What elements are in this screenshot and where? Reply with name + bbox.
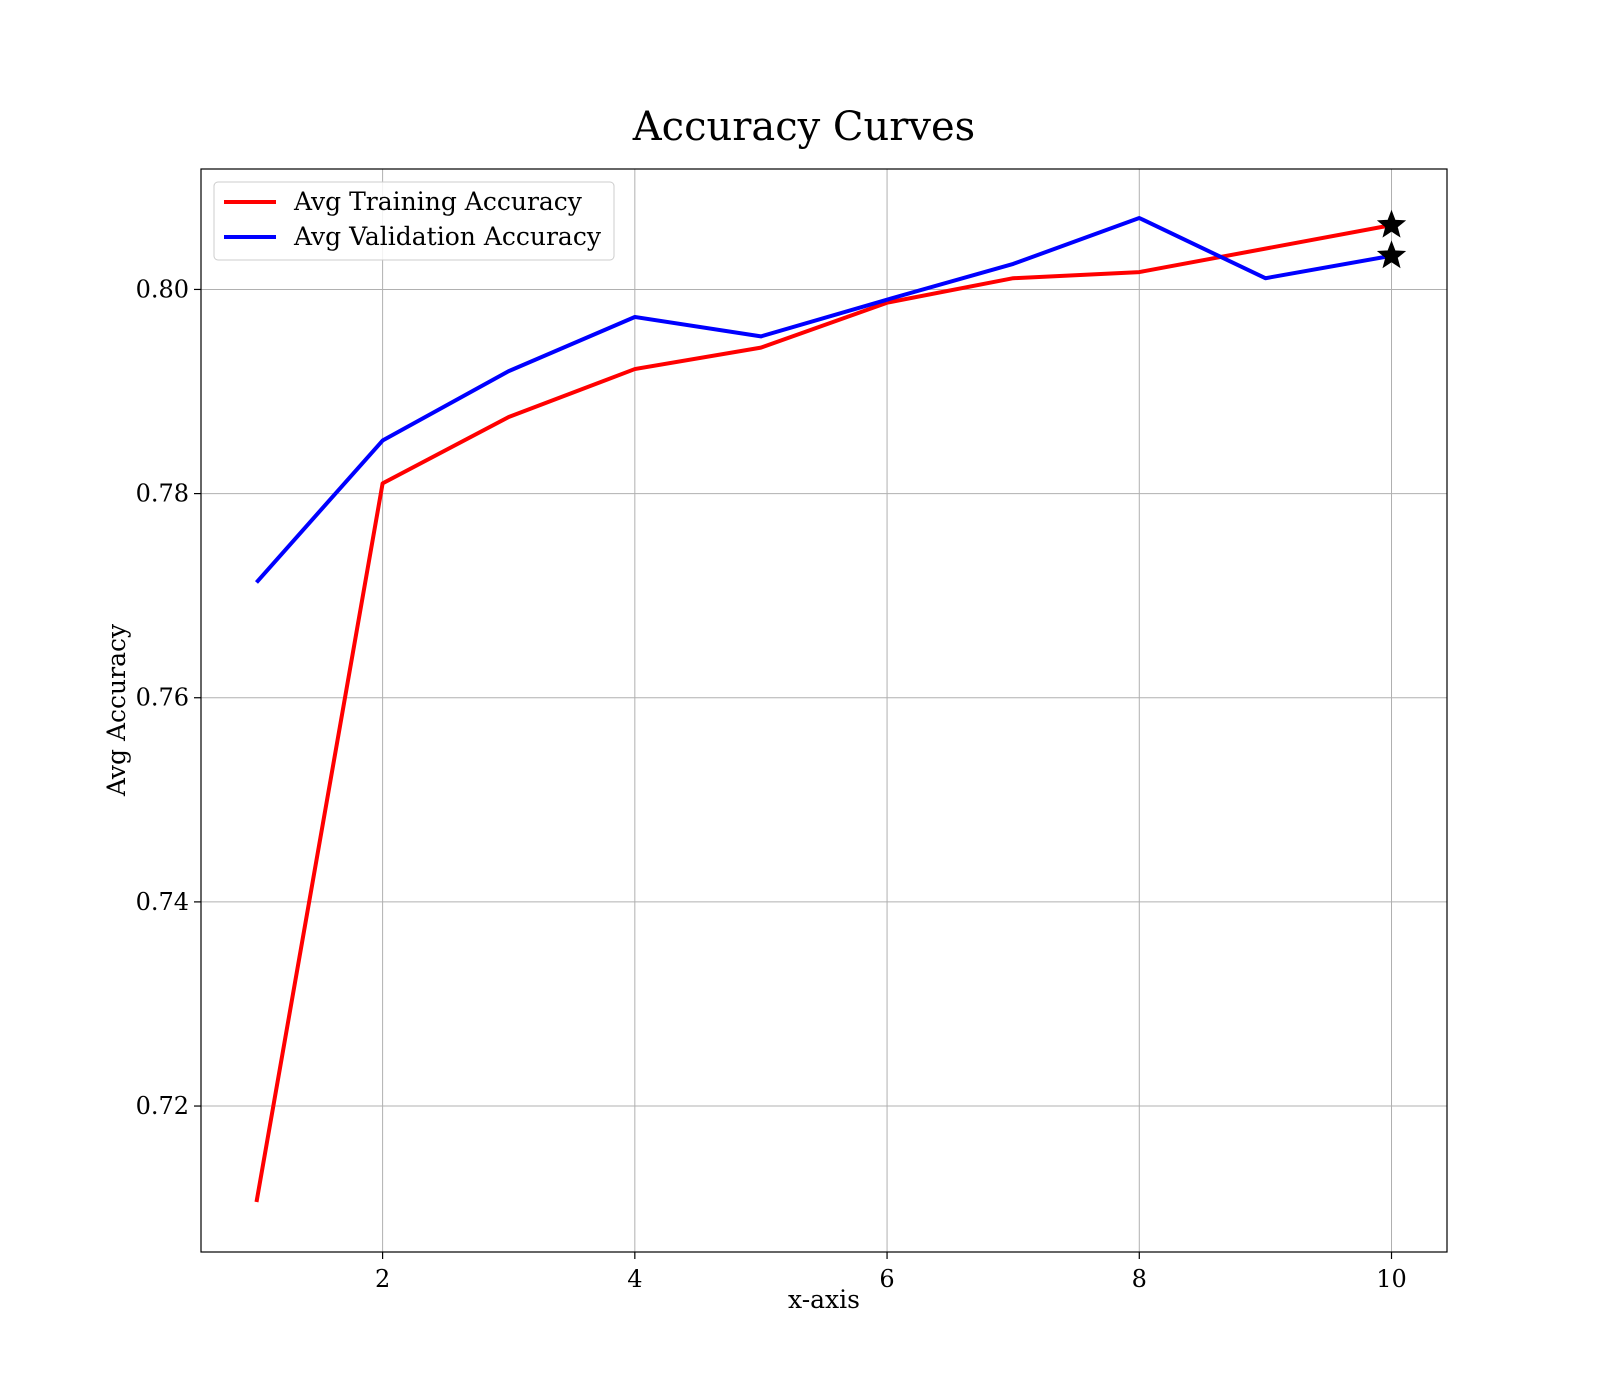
x-tick-label: 8 bbox=[1132, 1265, 1147, 1293]
grid bbox=[201, 169, 1447, 1252]
x-tick-label: 4 bbox=[627, 1265, 642, 1293]
y-tick-label: 0.76 bbox=[136, 684, 189, 712]
x-tick-label: 6 bbox=[879, 1265, 894, 1293]
x-axis-label: x-axis bbox=[788, 1285, 860, 1314]
chart-title: Accuracy Curves bbox=[632, 104, 975, 150]
y-tick-label: 0.72 bbox=[136, 1092, 189, 1120]
y-tick-label: 0.78 bbox=[136, 480, 189, 508]
legend-entry: Avg Training Accuracy bbox=[293, 187, 583, 216]
legend-entry: Avg Validation Accuracy bbox=[293, 222, 602, 251]
x-tick-label: 10 bbox=[1376, 1265, 1407, 1293]
y-tick-label: 0.80 bbox=[136, 275, 189, 303]
series-line-0 bbox=[254, 223, 1392, 1203]
star-marker bbox=[1376, 240, 1407, 269]
y-ticks: 0.72 0.74 0.76 0.78 0.80 bbox=[136, 275, 201, 1120]
x-tick-label: 2 bbox=[375, 1265, 390, 1293]
y-tick-label: 0.74 bbox=[136, 888, 189, 916]
legend: Avg Training Accuracy Avg Validation Accu… bbox=[213, 181, 615, 261]
y-axis-label: Avg Accuracy bbox=[102, 623, 131, 797]
series-line-1 bbox=[254, 216, 1392, 584]
plot-frame bbox=[200, 168, 1448, 1253]
x-ticks: 2 4 6 8 10 bbox=[375, 1252, 1407, 1293]
star-marker bbox=[1376, 209, 1407, 238]
legend-box bbox=[213, 181, 615, 261]
series-group bbox=[254, 209, 1407, 1203]
